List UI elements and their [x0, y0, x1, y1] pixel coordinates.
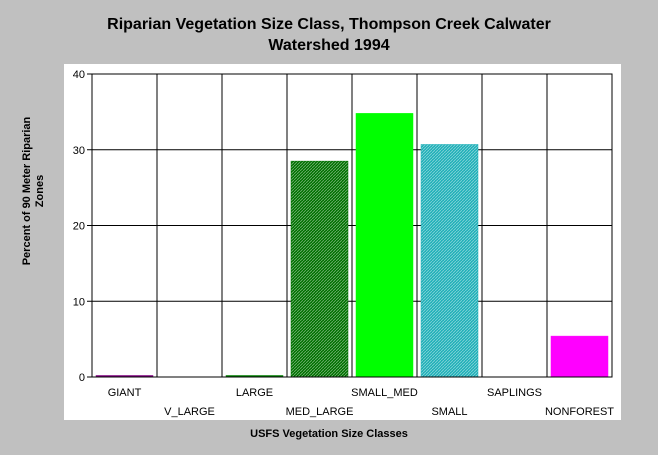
x-tick-label: GIANT: [108, 387, 142, 399]
y-axis-label: Percent of 90 Meter Riparian Zones: [21, 117, 47, 266]
bar-nonforest: [550, 335, 609, 378]
chart-title-line-2: Watershed 1994: [268, 37, 390, 54]
y-tick-label: 20: [73, 221, 85, 233]
x-tick-label: LARGE: [236, 387, 273, 399]
x-tick-label: NONFOREST: [545, 406, 614, 418]
bar-small-med: [355, 113, 414, 378]
y-tick-label: 0: [79, 372, 85, 384]
chart-title: Riparian Vegetation Size Class, Thompson…: [0, 14, 658, 56]
plot-frame: [91, 73, 613, 378]
bar-med-large: [290, 160, 349, 378]
x-tick-label: V_LARGE: [164, 406, 215, 418]
y-tick-label: 40: [73, 69, 85, 81]
x-tick-label: MED_LARGE: [286, 406, 354, 418]
y-tick-label: 10: [73, 296, 85, 308]
x-tick-label: SMALL: [431, 406, 467, 418]
x-axis-label: USFS Vegetation Size Classes: [250, 428, 408, 440]
x-tick-label: SMALL_MED: [351, 387, 418, 399]
x-tick-label: SAPLINGS: [487, 387, 542, 399]
bar-small: [420, 144, 479, 378]
y-axis-label-line-1: Percent of 90 Meter Riparian: [21, 116, 33, 266]
y-axis-label-line-2: Zones: [34, 174, 46, 208]
y-tick-label: 30: [73, 145, 85, 157]
chart-title-line-1: Riparian Vegetation Size Class, Thompson…: [107, 16, 551, 33]
